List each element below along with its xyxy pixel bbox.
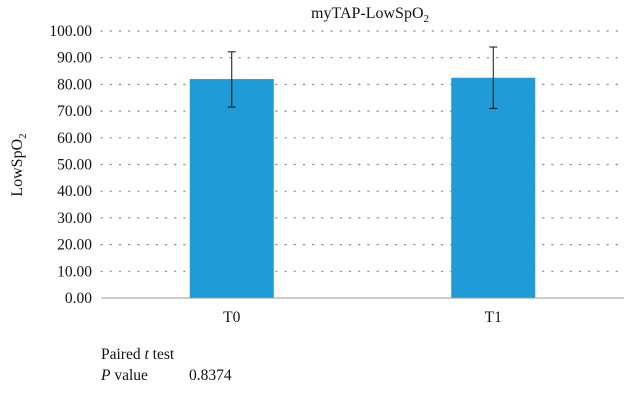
y-tick-label-7: 70.00 [57, 103, 92, 120]
chart-title: myTAP-LowSpO2 [311, 5, 429, 25]
y-axis-label: LowSpO2 [9, 133, 29, 196]
test-name-row: Paired t test [101, 344, 232, 365]
pvalue-suffix: value [110, 367, 148, 384]
test-name: Paired t test [101, 344, 174, 365]
y-tick-labels: 0.00 10.00 20.00 30.00 40.00 50.00 60.00 70.00 8… [49, 23, 92, 307]
y-tick-label-0: 0.00 [65, 290, 92, 307]
y-tick-label-2: 20.00 [57, 237, 92, 254]
x-tick-label-T1: T1 [485, 309, 502, 326]
bars [189, 77, 536, 298]
y-tick-label-3: 30.00 [57, 210, 92, 227]
error-bars [227, 46, 498, 109]
pvalue-italic-p: P [101, 367, 111, 384]
test-italic-t: t [144, 346, 149, 363]
chart-title-main: myTAP-LowSpO [311, 5, 424, 22]
y-axis-label-main: LowSpO [9, 139, 26, 197]
test-suffix: test [148, 346, 175, 363]
chart-title-subscript: 2 [424, 13, 430, 25]
error-bar-T0 [227, 51, 236, 108]
y-tick-label-10: 100.00 [49, 23, 92, 40]
pvalue-row: P value 0.8374 [101, 365, 232, 386]
pvalue-number: 0.8374 [189, 367, 232, 384]
bar-T1 [451, 77, 536, 298]
y-tick-label-8: 80.00 [57, 76, 92, 93]
y-tick-label-6: 60.00 [57, 130, 92, 147]
bar-T0 [189, 79, 274, 298]
bar-chart: myTAP-LowSpO2 0.0010.0020.0030.0040.0050… [9, 5, 624, 326]
pvalue-label: P value [101, 365, 189, 386]
error-bar-T1 [489, 46, 498, 109]
y-axis-label-subscript: 2 [17, 133, 29, 139]
y-tick-label-1: 10.00 [57, 263, 92, 280]
x-tick-labels: T0 T1 [223, 309, 502, 326]
x-tick-label-T0: T0 [223, 309, 240, 326]
y-tick-label-5: 50.00 [57, 157, 92, 174]
gridlines [100, 30, 624, 272]
y-tick-label-9: 90.00 [57, 50, 92, 67]
stats-panel: Paired t test P value 0.8374 [101, 344, 232, 386]
test-prefix: Paired [101, 346, 145, 363]
y-tick-label-4: 40.00 [57, 183, 92, 200]
